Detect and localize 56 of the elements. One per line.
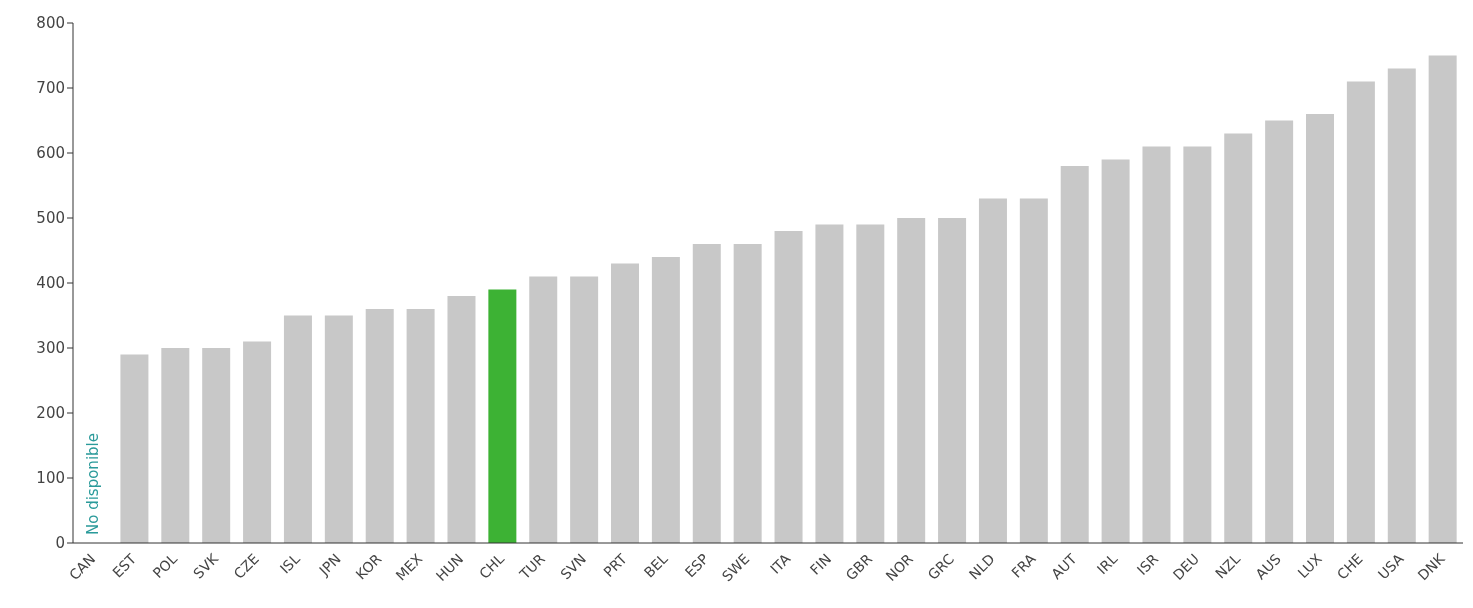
bar (447, 296, 476, 543)
x-tick-label: ISL (276, 550, 303, 577)
bar (938, 218, 967, 543)
annotation: No disponible (84, 433, 103, 535)
bar (161, 348, 190, 543)
bar (651, 257, 680, 543)
y-tick-label: 600 (36, 144, 65, 163)
y-tick-label: 500 (36, 209, 65, 228)
x-tick-label: TUR (515, 550, 549, 583)
bar (1306, 114, 1335, 543)
bar (283, 315, 312, 543)
bar (733, 244, 762, 543)
bar (1101, 159, 1130, 543)
bar (611, 263, 640, 543)
x-tick-label: FIN (806, 550, 835, 578)
bar (570, 276, 599, 543)
bar (1265, 120, 1294, 543)
bar (1142, 146, 1171, 543)
bar (1428, 55, 1457, 543)
bar (1346, 81, 1375, 543)
bar (1183, 146, 1212, 543)
bar (897, 218, 926, 543)
bar (1224, 133, 1253, 543)
bar (1060, 166, 1089, 543)
bar (815, 224, 844, 543)
y-tick-label: 300 (36, 339, 65, 358)
bar (1387, 68, 1416, 543)
x-tick-label: ITA (767, 550, 794, 577)
y-tick-label: 0 (55, 534, 65, 553)
y-tick-label: 200 (36, 404, 65, 423)
x-tick-label: BEL (640, 550, 671, 581)
x-tick-label: CHL (476, 550, 508, 582)
bar (365, 309, 394, 543)
bar (488, 289, 517, 543)
x-tick-label: IRL (1093, 550, 1121, 578)
bar (120, 354, 149, 543)
x-tick-label: NZL (1212, 550, 1244, 582)
x-tick-label: USA (1374, 550, 1407, 583)
bar (202, 348, 231, 543)
bar (406, 309, 435, 543)
x-tick-label: FRA (1008, 550, 1039, 581)
x-tick-label: ISR (1133, 550, 1162, 579)
bar (856, 224, 885, 543)
x-tick-label: ESP (681, 550, 712, 581)
y-tick-label: 700 (36, 79, 65, 98)
y-tick-label: 100 (36, 469, 65, 488)
bar (243, 341, 272, 543)
bar (1019, 198, 1048, 543)
x-tick-label: POL (149, 550, 181, 582)
y-tick-label: 400 (36, 274, 65, 293)
bar (978, 198, 1007, 543)
y-tick-label: 800 (36, 14, 65, 33)
bar (774, 231, 803, 543)
bar (324, 315, 353, 543)
bar (692, 244, 721, 543)
bar (529, 276, 558, 543)
